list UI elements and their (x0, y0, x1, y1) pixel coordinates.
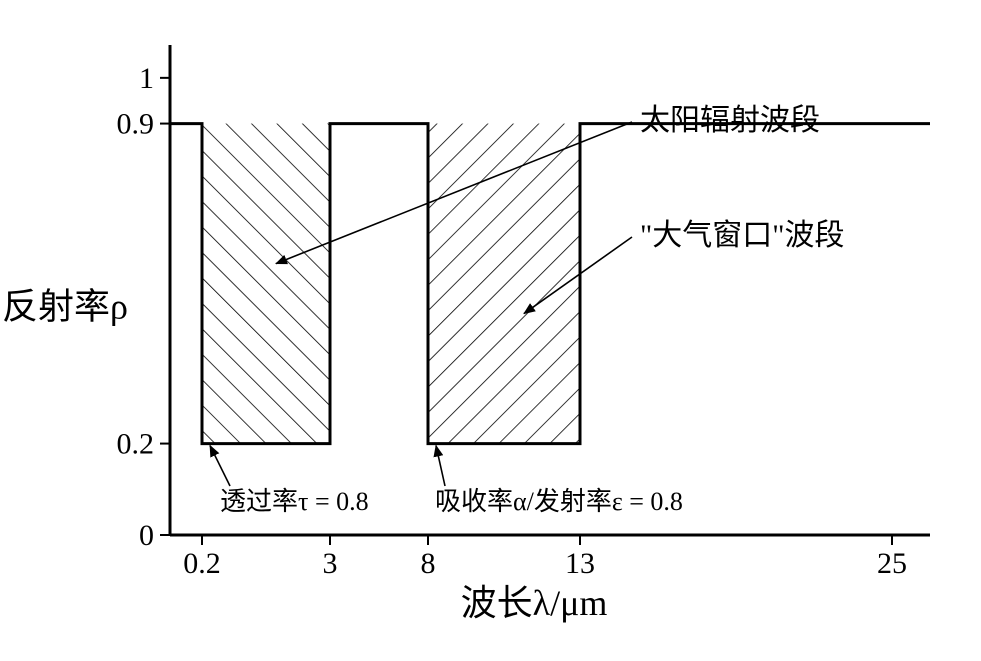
arrow-transmittance (210, 446, 230, 486)
arrow-absorptance (436, 446, 445, 486)
y-tick-label: 0 (139, 519, 154, 552)
x-tick-label: 13 (565, 547, 595, 580)
x-tick-label: 0.2 (183, 547, 221, 580)
x-tick-label: 3 (323, 547, 338, 580)
x-axis-ticks: 0.2 3 8 13 25 (183, 535, 907, 580)
annotation-transmittance: 透过率τ = 0.8 (220, 487, 369, 516)
band-solar-radiation (202, 124, 330, 444)
band-atmospheric-window (428, 124, 580, 444)
x-tick-label: 25 (877, 547, 907, 580)
y-tick-label: 0.9 (117, 108, 155, 141)
spectral-reflectance-chart: 0 0.2 0.9 1 0.2 3 8 13 25 反射率ρ 波长λ/μm 太阳辐射波段 "大… (0, 0, 981, 661)
annotation-absorptance-emissivity: 吸收率α/发射率ε = 0.8 (435, 487, 683, 516)
annotation-atm-window-label: "大气窗口"波段 (640, 219, 845, 252)
x-axis-title: 波长λ/μm (461, 583, 608, 623)
y-tick-label: 0.2 (117, 428, 155, 461)
y-tick-label: 1 (139, 62, 154, 95)
x-tick-label: 8 (421, 547, 436, 580)
y-axis-title: 反射率ρ (2, 286, 128, 326)
annotation-solar-label: 太阳辐射波段 (640, 104, 820, 137)
